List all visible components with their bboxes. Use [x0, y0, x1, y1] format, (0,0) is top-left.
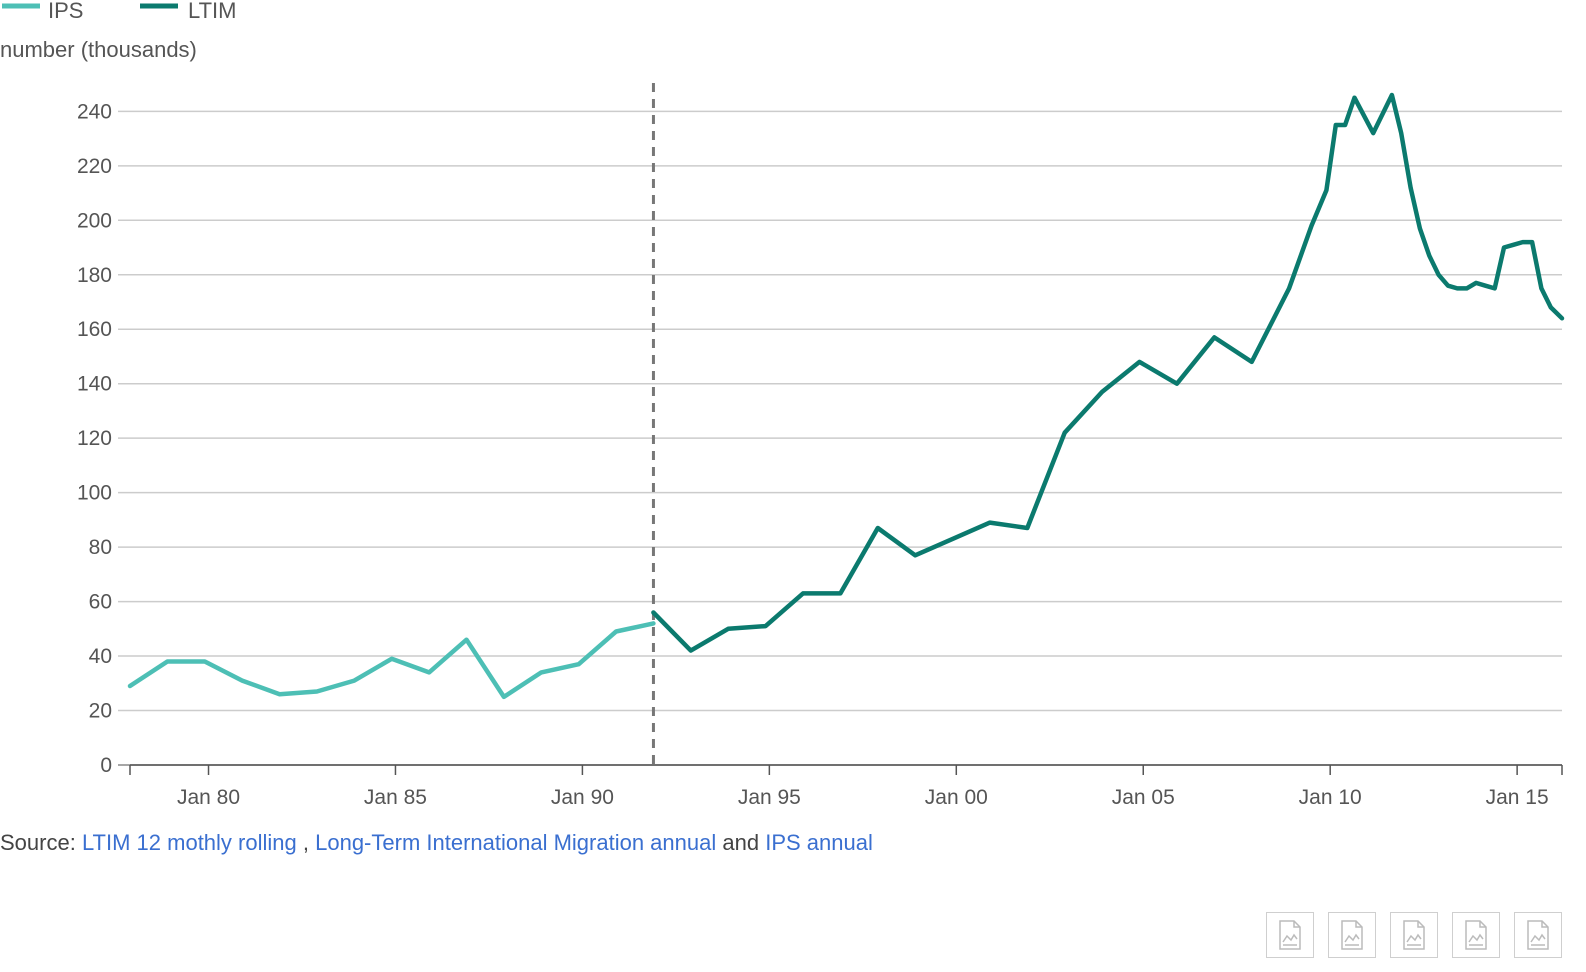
series-line-ips [127, 621, 656, 700]
y-tick-label: 0 [100, 754, 112, 777]
y-tick-label: 120 [77, 427, 112, 450]
image-download-icon [1403, 920, 1425, 950]
y-tick-label: 240 [77, 100, 112, 123]
y-tick-label: 220 [77, 155, 112, 178]
y-tick-label: 140 [77, 373, 112, 396]
source-link-ips-annual[interactable]: IPS annual [765, 830, 873, 855]
legend: IPS LTIM [2, 0, 236, 23]
x-tick-label: Jan 85 [364, 786, 427, 809]
download-button[interactable] [1390, 912, 1438, 958]
image-download-icon [1527, 920, 1549, 950]
x-tick-label: Jan 15 [1486, 786, 1549, 809]
legend-label-ltim: LTIM [188, 0, 236, 23]
source-link-ltim-rolling[interactable]: LTIM 12 mothly rolling [81, 830, 297, 855]
y-tick-label: 100 [77, 482, 112, 505]
x-axis: Jan 80 Jan 85 Jan 90 Jan 95 Jan 00 Jan 05 Jan … [129, 764, 1563, 809]
image-download-icon [1279, 920, 1301, 950]
x-tick-label: Jan 80 [177, 786, 240, 809]
source-separator-comma: , [302, 830, 309, 855]
source-line: Source: LTIM 12 mothly rolling , Long-Te… [0, 830, 873, 856]
x-tick-label: Jan 00 [925, 786, 988, 809]
x-tick-label: Jan 90 [551, 786, 614, 809]
gridlines [118, 110, 1562, 766]
y-tick-label: 40 [89, 645, 112, 668]
source-prefix: Source: [0, 830, 76, 855]
image-download-icon [1341, 920, 1363, 950]
y-tick-label: 20 [89, 700, 112, 723]
download-button[interactable] [1452, 912, 1500, 958]
legend-label-ips: IPS [48, 0, 83, 23]
x-tick-label: Jan 05 [1112, 786, 1175, 809]
line-chart: IPS LTIM number (thousands) 0 20 40 60 80 100… [0, 0, 1565, 809]
y-axis: 0 20 40 60 80 100 120 140 160 180 200 220 240 [77, 100, 112, 777]
y-tick-label: 60 [89, 591, 112, 614]
y-tick-label: 80 [89, 536, 112, 559]
download-buttons [1266, 912, 1562, 958]
y-tick-label: 160 [77, 318, 112, 341]
download-button[interactable] [1266, 912, 1314, 958]
y-axis-label: number (thousands) [0, 37, 197, 62]
source-separator-and: and [722, 830, 760, 855]
source-link-ltim-annual[interactable]: Long-Term International Migration annual [315, 830, 717, 855]
download-button[interactable] [1328, 912, 1376, 958]
series-line-ltim [651, 92, 1565, 653]
y-tick-label: 200 [77, 209, 112, 232]
x-tick-label: Jan 10 [1299, 786, 1362, 809]
image-download-icon [1465, 920, 1487, 950]
download-button[interactable] [1514, 912, 1562, 958]
y-tick-label: 180 [77, 264, 112, 287]
x-tick-label: Jan 95 [738, 786, 801, 809]
series-group [127, 92, 1565, 700]
